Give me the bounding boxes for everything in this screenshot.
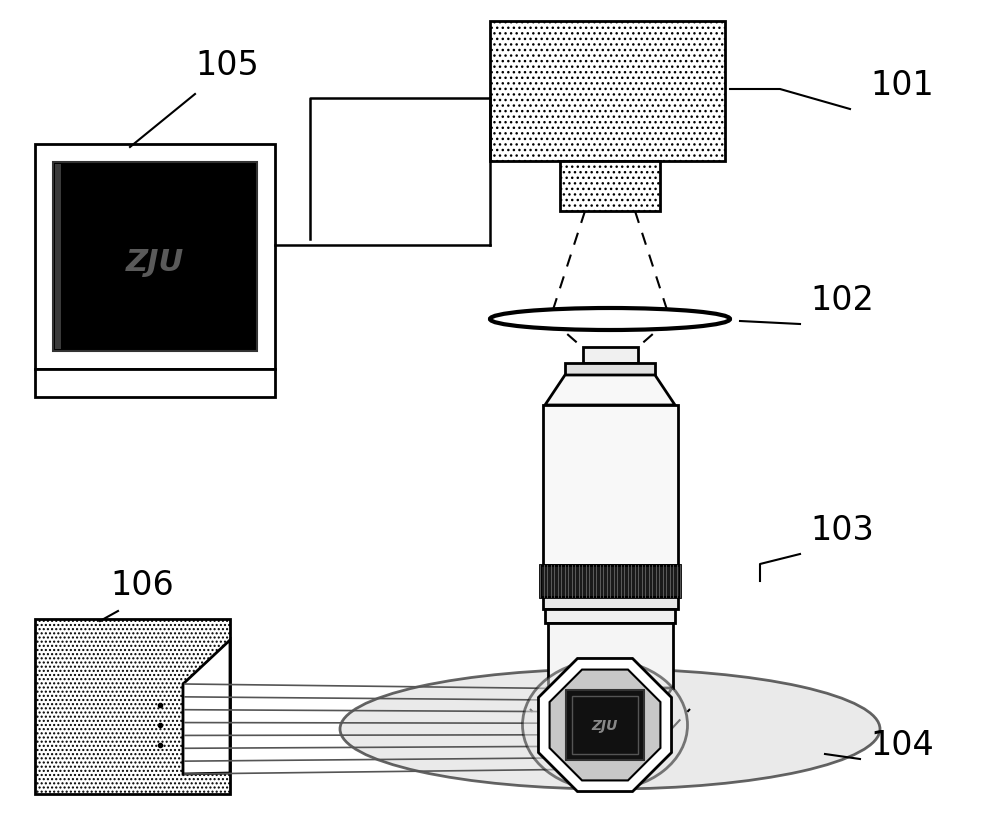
Bar xyxy=(35,370,275,398)
Polygon shape xyxy=(538,659,672,792)
Polygon shape xyxy=(183,640,230,774)
Text: ZJU: ZJU xyxy=(126,247,184,276)
Ellipse shape xyxy=(340,669,880,789)
Bar xyxy=(540,565,680,597)
Polygon shape xyxy=(545,375,675,405)
Text: 106: 106 xyxy=(110,568,174,601)
Bar xyxy=(560,162,660,212)
Bar xyxy=(490,22,725,162)
Text: 104: 104 xyxy=(870,728,934,761)
Bar xyxy=(583,743,638,761)
Bar xyxy=(565,364,655,375)
Ellipse shape xyxy=(522,660,688,790)
Text: 101: 101 xyxy=(870,69,934,102)
Text: 102: 102 xyxy=(810,283,874,317)
Polygon shape xyxy=(583,761,637,779)
Text: 105: 105 xyxy=(195,49,259,82)
Text: ZJU: ZJU xyxy=(592,718,618,732)
Bar xyxy=(35,619,230,794)
Bar xyxy=(543,405,678,565)
Text: 103: 103 xyxy=(810,513,874,547)
Bar xyxy=(583,348,638,364)
Bar xyxy=(543,597,678,609)
Polygon shape xyxy=(548,688,672,743)
Bar xyxy=(572,696,638,754)
Polygon shape xyxy=(550,670,660,781)
Bar xyxy=(548,624,673,688)
Ellipse shape xyxy=(490,308,730,330)
Bar xyxy=(55,165,61,349)
Bar xyxy=(35,145,275,370)
Bar xyxy=(53,163,257,352)
Bar xyxy=(566,691,644,760)
Bar xyxy=(545,609,675,624)
